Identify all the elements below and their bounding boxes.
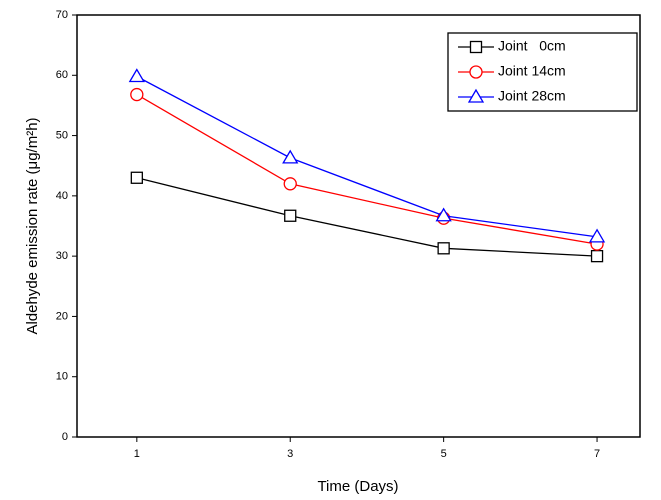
x-tick-label: 3 bbox=[287, 448, 293, 460]
marker bbox=[284, 209, 297, 222]
legend-marker bbox=[467, 88, 485, 103]
legend-marker bbox=[469, 40, 483, 54]
marker bbox=[282, 149, 299, 164]
legend-marker bbox=[469, 65, 483, 79]
y-tick-label: 20 bbox=[56, 310, 68, 322]
legend-label: Joint 28cm bbox=[498, 88, 566, 104]
marker bbox=[437, 242, 450, 255]
x-axis-label: Time (Days) bbox=[317, 478, 398, 495]
y-tick-label: 0 bbox=[62, 431, 68, 443]
y-tick-label: 30 bbox=[56, 250, 68, 262]
plot-frame bbox=[76, 14, 641, 438]
legend-label: Joint 14cm bbox=[498, 63, 566, 79]
marker bbox=[128, 68, 145, 83]
marker bbox=[130, 87, 144, 102]
marker bbox=[283, 177, 297, 191]
y-tick-label: 40 bbox=[56, 190, 68, 202]
series-line bbox=[136, 177, 598, 257]
x-tick-label: 1 bbox=[134, 448, 140, 460]
series-line bbox=[136, 75, 598, 238]
marker bbox=[590, 249, 604, 263]
x-tick-label: 7 bbox=[594, 448, 600, 460]
marker bbox=[130, 171, 143, 184]
series-line bbox=[136, 94, 598, 245]
legend-label: Joint 0cm bbox=[498, 38, 566, 54]
marker bbox=[588, 228, 606, 243]
y-tick-label: 50 bbox=[56, 129, 68, 141]
x-tick-label: 5 bbox=[441, 448, 447, 460]
marker bbox=[435, 207, 452, 222]
y-tick-label: 60 bbox=[56, 69, 68, 81]
y-tick-label: 70 bbox=[56, 9, 68, 21]
y-tick-label: 10 bbox=[56, 371, 68, 383]
y-axis-label: Aldehyde emission rate (μg/m²h) bbox=[24, 117, 41, 334]
